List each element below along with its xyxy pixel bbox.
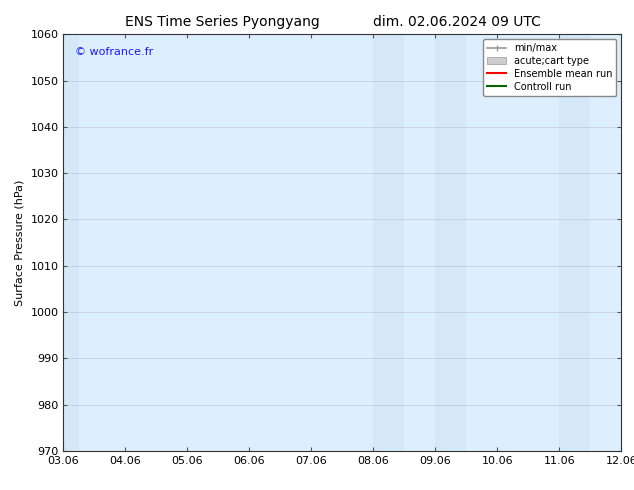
Legend: min/max, acute;cart type, Ensemble mean run, Controll run: min/max, acute;cart type, Ensemble mean … [483, 39, 616, 96]
Bar [621, 34, 634, 451]
Y-axis label: Surface Pressure (hPa): Surface Pressure (hPa) [15, 179, 25, 306]
Bar [436, 34, 467, 451]
Text: © wofrance.fr: © wofrance.fr [75, 47, 153, 57]
Bar [373, 34, 404, 451]
Text: ENS Time Series Pyongyang: ENS Time Series Pyongyang [124, 15, 320, 29]
Bar [63, 34, 79, 451]
Bar [559, 34, 590, 451]
Text: dim. 02.06.2024 09 UTC: dim. 02.06.2024 09 UTC [373, 15, 540, 29]
